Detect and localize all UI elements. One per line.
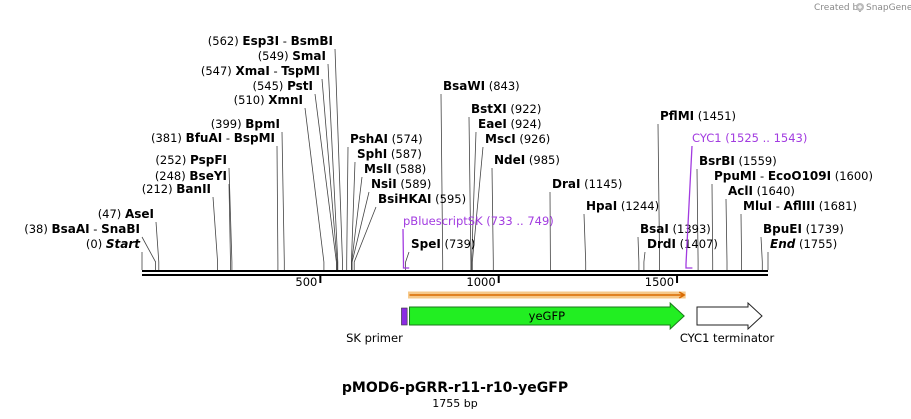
- site-label: (562) Esp3I - BsmBI: [208, 34, 333, 48]
- site-line: [725, 198, 728, 270]
- site-line: [228, 183, 231, 270]
- sk-primer-label: SK primer: [346, 331, 403, 345]
- cyc1-terminator-feature: [696, 301, 763, 331]
- site-line: [212, 196, 218, 270]
- site-label: EaeI (924): [478, 117, 542, 131]
- site-line: [696, 168, 699, 270]
- site-line: [471, 146, 484, 270]
- site-line: [657, 123, 660, 270]
- site-line: [637, 236, 640, 270]
- backbone: [142, 270, 768, 276]
- site-line: [327, 63, 339, 270]
- site-label: (38) BsaAI - SnaBI: [24, 222, 140, 236]
- site-line: [155, 221, 160, 270]
- site-line: [740, 213, 742, 270]
- site-line: [405, 251, 410, 270]
- site-label: End (1755): [770, 237, 837, 251]
- primer-site-label: CYC1 (1525 .. 1543): [692, 131, 807, 145]
- site-line: [351, 191, 370, 270]
- site-lines: [141, 48, 769, 270]
- site-label: PpuMI - EcoO109I (1600): [714, 169, 873, 183]
- site-label: MluI - AflIII (1681): [743, 199, 857, 213]
- site-line: [346, 146, 349, 270]
- feature-track: SK primer yeGFP CYC1 terminator: [346, 291, 775, 345]
- site-label: (547) XmaI - TspMI: [201, 64, 320, 78]
- site-label: PshAI (574): [350, 132, 423, 146]
- site-label: NsiI (589): [371, 177, 431, 191]
- site-label: BsrBI (1559): [699, 154, 777, 168]
- site-line: [321, 78, 338, 270]
- site-label: (381) BfuAI - BspMI: [151, 131, 275, 145]
- site-label: HpaI (1244): [586, 199, 659, 213]
- site-label: AclI (1640): [728, 184, 795, 198]
- site-line: [304, 107, 325, 270]
- site-line: [228, 167, 233, 270]
- site-line: [711, 183, 714, 270]
- primer-site-label: pBluescriptSK (733 .. 749): [403, 214, 554, 228]
- yegfp-feature: [409, 301, 685, 331]
- site-label: MslI (588): [364, 162, 426, 176]
- orf-arrow: [409, 291, 686, 299]
- plasmid-name: pMOD6-pGRR-r11-r10-yeGFP: [342, 380, 568, 396]
- site-line: [141, 236, 156, 270]
- ruler-tick-label: 1000: [466, 275, 495, 289]
- site-label: (47) AseI: [98, 207, 154, 221]
- credit-brand: SnapGene: [866, 3, 911, 13]
- site-label: (212) BanII: [142, 182, 211, 196]
- site-label: (549) SmaI: [258, 49, 326, 63]
- site-line: [471, 131, 477, 270]
- site-label: (0) Start: [86, 237, 141, 251]
- credit-text: Created by: [814, 3, 864, 13]
- site-line: [491, 167, 494, 270]
- site-label: (545) PstI: [252, 79, 313, 93]
- site-label: BsaI (1393): [640, 222, 711, 236]
- site-line: [353, 206, 377, 270]
- primer-binding-sites: pBluescriptSK (733 .. 749) CYC1 (1525 .. …: [402, 131, 807, 269]
- cyc1-terminator-label: CYC1 terminator: [680, 331, 775, 345]
- site-line: [583, 213, 587, 270]
- site-label: PflMI (1451): [660, 109, 736, 123]
- site-label: DrdI (1407): [647, 237, 718, 251]
- ruler: 500 1000 1500: [295, 275, 679, 289]
- site-line: [468, 116, 472, 270]
- plasmid-size: 1755 bp: [432, 397, 477, 410]
- site-label: BstXI (922): [471, 102, 541, 116]
- site-line: [276, 145, 279, 270]
- site-label: (252) PspFI: [155, 153, 227, 167]
- site-line: [314, 93, 337, 270]
- primer-site-line: [402, 228, 410, 269]
- site-label: BpuEI (1739): [763, 222, 844, 236]
- site-label: (248) BseYI: [155, 169, 227, 183]
- site-label: BsaWI (843): [443, 79, 520, 93]
- primer-site-line: [685, 145, 693, 269]
- site-line: [281, 131, 285, 270]
- site-label: NdeI (985): [494, 153, 560, 167]
- ruler-tick-label: 500: [295, 275, 317, 289]
- site-line: [643, 251, 646, 270]
- site-label: SpeI (739): [411, 237, 475, 251]
- site-label: (510) XmnI: [234, 93, 303, 107]
- site-line: [334, 48, 343, 270]
- site-line: [440, 93, 444, 270]
- snapgene-logo-icon: [856, 3, 864, 11]
- site-label: MscI (926): [485, 132, 550, 146]
- site-label: SphI (587): [357, 147, 422, 161]
- sk-primer-feature: [401, 307, 408, 326]
- site-label: (399) BpmI: [211, 117, 280, 131]
- site-label: BsiHKAI (595): [378, 192, 466, 206]
- site-label: DraI (1145): [552, 177, 622, 191]
- site-line: [760, 236, 763, 270]
- yegfp-label: yeGFP: [529, 309, 565, 323]
- ruler-tick-label: 1500: [645, 275, 674, 289]
